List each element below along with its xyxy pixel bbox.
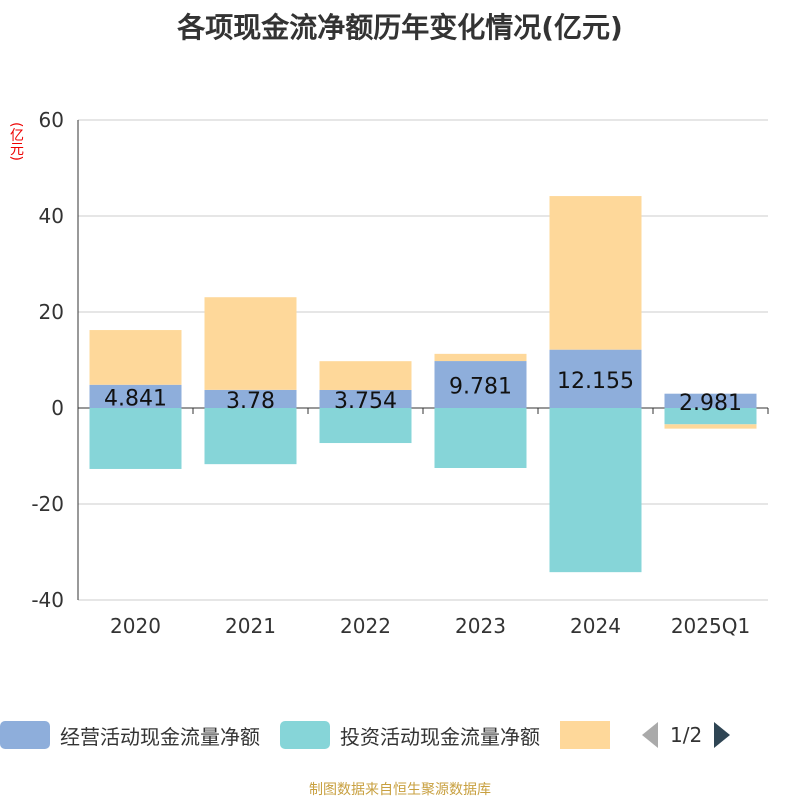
legend-label: 投资活动现金流量净额: [340, 724, 540, 749]
chart-title: 各项现金流净额历年变化情况(亿元): [177, 11, 623, 44]
x-tick-label: 2023: [455, 614, 506, 638]
legend: 经营活动现金流量净额 投资活动现金流量净额 1/2: [0, 718, 731, 752]
x-tick-label: 2025Q1: [671, 614, 750, 638]
bar-segment[interactable]: [204, 389, 297, 408]
legend-swatch: [280, 721, 330, 749]
bar-segment[interactable]: [549, 196, 642, 350]
data-label: 2.981: [679, 391, 742, 416]
y-tick-label: -40: [31, 588, 64, 612]
legend-next-icon[interactable]: [714, 722, 731, 748]
y-tick-label: 40: [39, 204, 64, 228]
legend-item-operating[interactable]: 经营活动现金流量净额: [0, 721, 260, 750]
bar-segment[interactable]: [319, 389, 412, 408]
legend-swatch: [0, 721, 50, 749]
bar-segment[interactable]: [319, 361, 412, 390]
data-label: 12.155: [557, 369, 634, 394]
bar-segment[interactable]: [664, 408, 757, 425]
x-tick-label: 2020: [110, 614, 161, 638]
bar-segment[interactable]: [89, 384, 182, 408]
data-label: 3.78: [226, 389, 275, 414]
legend-prev-icon[interactable]: [642, 722, 658, 748]
bar-segment[interactable]: [434, 353, 527, 362]
bar-segment[interactable]: [549, 408, 642, 573]
source-note: 制图数据来自恒生聚源数据库: [309, 782, 491, 798]
bar-segment[interactable]: [664, 393, 757, 408]
legend-label: 经营活动现金流量净额: [60, 724, 260, 749]
data-label: 4.841: [104, 386, 167, 411]
x-tick-label: 2021: [225, 614, 276, 638]
bar-segment[interactable]: [89, 408, 182, 469]
bar-segment[interactable]: [434, 408, 527, 468]
bar-segment[interactable]: [89, 330, 182, 385]
data-label: 3.754: [334, 389, 397, 414]
x-tick-label: 2024: [570, 614, 621, 638]
bar-segment[interactable]: [204, 408, 297, 465]
bar-segment[interactable]: [549, 349, 642, 408]
x-tick-label: 2022: [340, 614, 391, 638]
y-tick-label: 60: [39, 108, 64, 132]
legend-item-investing[interactable]: 投资活动现金流量净额: [280, 721, 540, 750]
legend-page: 1/2: [670, 723, 703, 747]
data-label: 9.781: [449, 375, 512, 400]
bar-segment[interactable]: [664, 424, 757, 429]
bar-segment[interactable]: [204, 297, 297, 390]
y-axis-unit: (亿元): [8, 122, 24, 161]
legend-item-financing[interactable]: [560, 721, 620, 749]
bar-segment[interactable]: [319, 408, 412, 444]
bar-segment[interactable]: [434, 361, 527, 408]
bar-chart: -40 -20 0 20 40 60 4.841 2020 3.78 2021 3.754 2022 9…: [31, 108, 769, 638]
y-tick-label: 0: [51, 396, 64, 420]
y-tick-label: -20: [31, 492, 64, 516]
legend-swatch: [560, 721, 610, 749]
y-tick-label: 20: [39, 300, 64, 324]
